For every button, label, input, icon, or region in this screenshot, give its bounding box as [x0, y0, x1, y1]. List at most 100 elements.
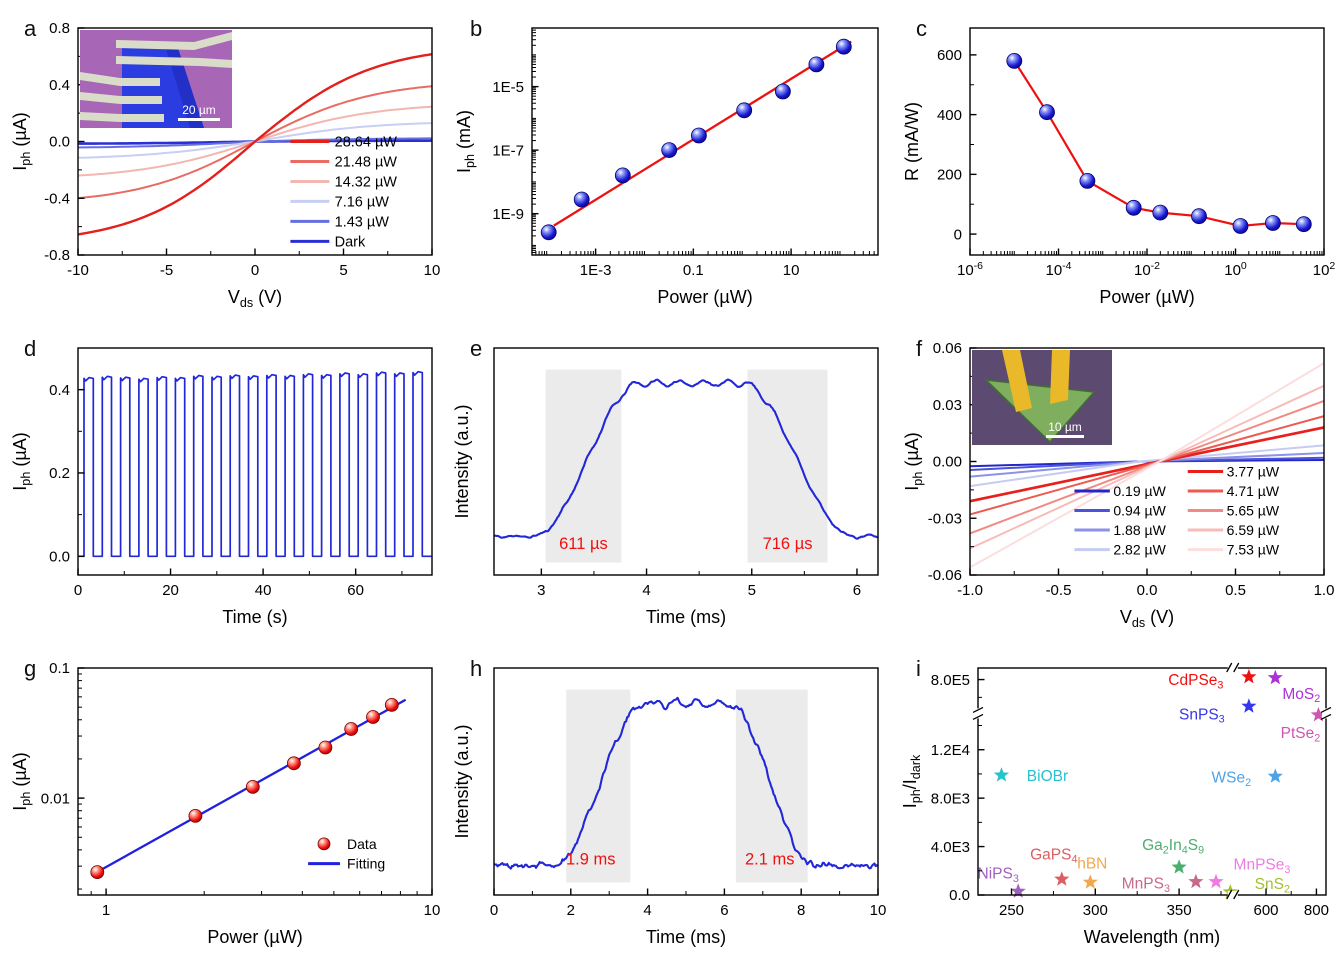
panel-a-label: a	[24, 16, 37, 41]
svg-text:0.4: 0.4	[49, 77, 70, 94]
svg-text:10: 10	[783, 262, 800, 279]
svg-text:600: 600	[937, 47, 962, 64]
svg-text:0: 0	[74, 582, 82, 599]
svg-text:1: 1	[102, 902, 110, 919]
svg-text:14.32 µW: 14.32 µW	[335, 174, 398, 190]
svg-text:0.2: 0.2	[49, 465, 70, 482]
panel-d-chart: 0 20 40 60 0.0 0.2 0.4 Time (s) Iph (µA)	[10, 347, 433, 627]
svg-text:2.1 ms: 2.1 ms	[745, 850, 795, 868]
svg-text:1E-9: 1E-9	[492, 206, 524, 223]
svg-text:6.59 µW: 6.59 µW	[1227, 522, 1280, 538]
svg-text:0.0: 0.0	[949, 887, 970, 904]
svg-text:5.65 µW: 5.65 µW	[1227, 503, 1280, 519]
svg-text:2: 2	[567, 902, 575, 919]
panel-g: g 1 10 0.01 0.1 Power (µW) Iph (µA) Data Fittin…	[0, 640, 446, 960]
panel-f: f -1.0 -0.5 0.0 0.5 1.0 -0.06 -0.03 0.00 0.03 0.0…	[892, 320, 1338, 640]
svg-text:5: 5	[339, 262, 347, 279]
svg-text:NiPS3: NiPS3	[978, 865, 1019, 884]
svg-text:PtSe2: PtSe2	[1281, 725, 1321, 744]
svg-text:Iph (µA): Iph (µA)	[902, 432, 925, 490]
svg-text:Wavelength (nm): Wavelength (nm)	[1084, 927, 1220, 947]
svg-text:10 µm: 10 µm	[1048, 420, 1082, 434]
svg-text:Time (ms): Time (ms)	[646, 607, 726, 627]
svg-text:4.71 µW: 4.71 µW	[1227, 483, 1280, 499]
svg-text:R (mA/W): R (mA/W)	[902, 102, 922, 181]
svg-text:SnS2: SnS2	[1255, 876, 1290, 895]
svg-text:1E-5: 1E-5	[492, 79, 524, 96]
svg-text:Time (ms): Time (ms)	[646, 927, 726, 947]
svg-text:Iph (mA): Iph (mA)	[454, 110, 477, 173]
svg-text:250: 250	[999, 902, 1024, 919]
svg-text:1.0: 1.0	[1314, 582, 1335, 599]
panel-a-chart: -10 -5 0 5 10 -0.8 -0.4 0.0 0.4 0.8 Vds (V) Iph (µA…	[10, 20, 441, 310]
svg-text:3: 3	[537, 582, 545, 599]
svg-text:-0.4: -0.4	[44, 190, 70, 207]
svg-text:7.16 µW: 7.16 µW	[335, 194, 390, 210]
svg-text:WSe2: WSe2	[1212, 769, 1252, 788]
svg-text:0.03: 0.03	[933, 397, 962, 414]
svg-text:6: 6	[720, 902, 728, 919]
svg-text:800: 800	[1304, 902, 1329, 919]
svg-text:1.88 µW: 1.88 µW	[1113, 522, 1166, 538]
svg-text:0: 0	[490, 902, 498, 919]
svg-text:Iph/Idark: Iph/Idark	[900, 754, 923, 808]
svg-text:10-4: 10-4	[1045, 260, 1071, 279]
svg-text:hBN: hBN	[1077, 855, 1107, 872]
panel-c-chart: 10-6 10-4 10-2 100 102 0 200 400 600 Power (µW) R …	[902, 27, 1335, 307]
svg-text:-0.03: -0.03	[928, 510, 962, 527]
svg-text:Time (s): Time (s)	[222, 607, 287, 627]
panel-e-chart: 3 4 5 6 Time (ms) Intensity (a.u.) 611 µs 716 µ…	[452, 347, 879, 627]
svg-text:5: 5	[748, 582, 756, 599]
svg-text:GaPS4: GaPS4	[1030, 846, 1077, 865]
svg-text:200: 200	[937, 167, 962, 184]
svg-text:1.43 µW: 1.43 µW	[335, 214, 390, 230]
svg-text:0.5: 0.5	[1225, 582, 1246, 599]
svg-text:1E-3: 1E-3	[580, 262, 612, 279]
panel-f-label: f	[916, 336, 923, 361]
svg-text:600: 600	[1253, 902, 1278, 919]
svg-text:0.4: 0.4	[49, 382, 70, 399]
svg-text:MoS2: MoS2	[1282, 686, 1320, 705]
panel-g-chart: 1 10 0.01 0.1 Power (µW) Iph (µA) Data Fitting	[10, 660, 441, 947]
svg-text:0.0: 0.0	[49, 134, 70, 151]
svg-text:400: 400	[937, 107, 962, 124]
svg-text:0.06: 0.06	[933, 340, 962, 357]
svg-text:Dark: Dark	[335, 234, 366, 250]
panel-i-label: i	[916, 656, 921, 681]
svg-text:7.53 µW: 7.53 µW	[1227, 542, 1280, 558]
svg-text:8.0E5: 8.0E5	[931, 672, 970, 689]
svg-text:0.00: 0.00	[933, 454, 962, 471]
svg-text:Iph (µA): Iph (µA)	[10, 432, 33, 490]
svg-text:MnPSe3: MnPSe3	[1234, 857, 1291, 876]
svg-text:10: 10	[870, 902, 887, 919]
svg-text:Intensity (a.u.): Intensity (a.u.)	[452, 404, 472, 518]
panel-e-label: e	[470, 336, 483, 361]
svg-text:10: 10	[424, 902, 441, 919]
svg-text:Vds (V): Vds (V)	[228, 287, 282, 310]
svg-text:-10: -10	[67, 262, 89, 279]
svg-text:60: 60	[347, 582, 364, 599]
svg-text:21.48 µW: 21.48 µW	[335, 154, 398, 170]
panel-c: c 10-6 10-4 10-2 100 102 0 200 400 600 Power (µW)…	[892, 0, 1338, 320]
svg-text:Power (µW): Power (µW)	[207, 927, 302, 947]
svg-text:8: 8	[797, 902, 805, 919]
svg-text:10: 10	[424, 262, 441, 279]
svg-text:10-6: 10-6	[957, 260, 983, 279]
svg-text:3.77 µW: 3.77 µW	[1227, 463, 1280, 479]
svg-text:BiOBr: BiOBr	[1027, 768, 1068, 785]
panel-g-label: g	[24, 656, 37, 681]
svg-text:0.1: 0.1	[683, 262, 704, 279]
panel-c-label: c	[916, 16, 927, 41]
svg-text:Ga2In4S9: Ga2In4S9	[1142, 837, 1204, 856]
svg-text:100: 100	[1224, 260, 1247, 279]
panel-e: e 3 4 5 6 Time (ms) Intensity (a.u.) 611 µs 716…	[446, 320, 892, 640]
panel-h-chart: 0 2 4 6 8 10 Time (ms) Intensity (a.u.) 1.9 ms 2.…	[452, 667, 887, 947]
svg-text:4.0E3: 4.0E3	[931, 839, 970, 856]
panel-h: h 0 2 4 6 8 10 Time (ms) Intensity (a.u.) 1.9 ms…	[446, 640, 892, 960]
svg-text:4: 4	[643, 902, 651, 919]
panel-d-label: d	[24, 336, 37, 361]
panel-a: a -10 -5 0 5 10 -0.8 -0.4 0.0 0.4 0.8 Vds (V) Iph (…	[0, 0, 446, 320]
